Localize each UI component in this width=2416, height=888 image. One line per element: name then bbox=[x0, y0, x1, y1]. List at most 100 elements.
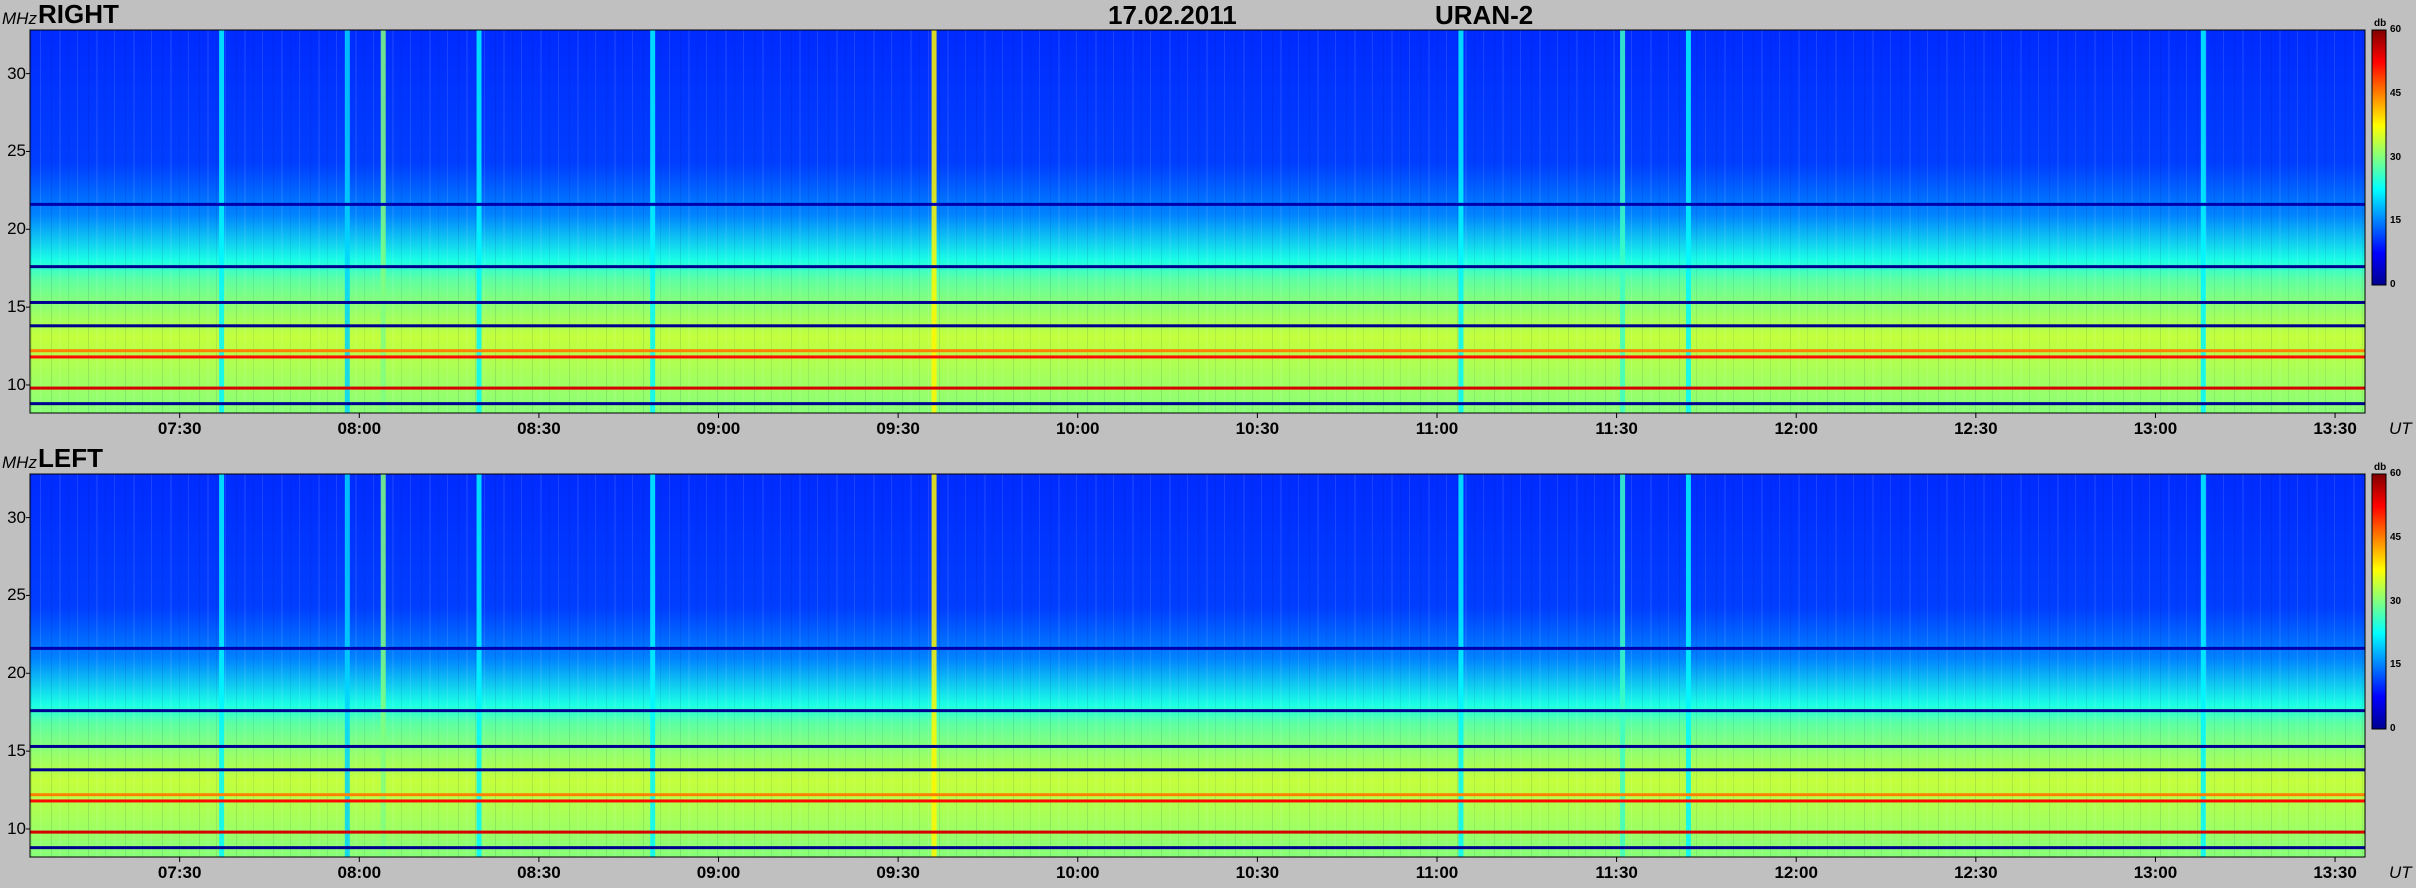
instrument-title: URAN-2 bbox=[1435, 0, 1534, 30]
interference-17_6mhz bbox=[30, 265, 2365, 269]
colorbar-tick-label: 45 bbox=[2390, 87, 2402, 99]
x-tick-label: 13:00 bbox=[2133, 419, 2178, 438]
x-tick-label: 12:30 bbox=[1954, 419, 1998, 438]
colorbar-tick-label: 0 bbox=[2390, 723, 2396, 734]
interference-11_8mhz bbox=[30, 799, 2365, 803]
x-tick-label: 11:30 bbox=[1595, 863, 1638, 882]
x-axis-unit: UT bbox=[2389, 863, 2412, 882]
x-tick-label: 08:00 bbox=[337, 863, 382, 882]
x-tick-label: 11:00 bbox=[1415, 419, 1459, 438]
y-tick-label: 20 bbox=[7, 219, 26, 239]
burst-0936 bbox=[931, 30, 937, 413]
x-axis-unit: UT bbox=[2389, 419, 2412, 438]
y-tick-label: 30 bbox=[7, 507, 26, 527]
colorbar-tick-label: 15 bbox=[2390, 215, 2402, 227]
interference-8_8mhz bbox=[30, 846, 2365, 850]
x-tick-label: 11:00 bbox=[1415, 863, 1459, 882]
interference-15_3mhz bbox=[30, 300, 2365, 304]
burst-1308 bbox=[2200, 30, 2206, 413]
interference-15_3mhz bbox=[30, 744, 2365, 748]
interference-17_6mhz bbox=[30, 709, 2365, 713]
burst-0758 bbox=[344, 474, 350, 857]
x-tick-label: 09:00 bbox=[696, 419, 741, 438]
x-tick-label: 13:30 bbox=[2313, 863, 2357, 882]
colorbar-tick-label: 15 bbox=[2390, 659, 2402, 671]
y-tick-label: 15 bbox=[7, 741, 26, 761]
x-tick-label: 12:00 bbox=[1774, 863, 1818, 882]
colorbar-tick-label: 0 bbox=[2390, 279, 2396, 290]
colorbar-tick-label: 30 bbox=[2390, 151, 2402, 163]
x-tick-label: 13:00 bbox=[2133, 863, 2178, 882]
burst-0936 bbox=[931, 474, 937, 857]
colorbar bbox=[2371, 29, 2387, 286]
burst-0804 bbox=[380, 474, 386, 857]
panel-label-right: RIGHT bbox=[38, 0, 119, 29]
x-tick-label: 10:00 bbox=[1056, 863, 1100, 882]
interference-13_8mhz bbox=[30, 324, 2365, 328]
interference-12_2mhz bbox=[30, 793, 2365, 797]
colorbar-unit: db bbox=[2374, 462, 2387, 473]
y-axis-unit: MHz bbox=[2, 9, 37, 28]
colorbar-tick-label: 45 bbox=[2390, 531, 2402, 543]
plot-frame bbox=[29, 473, 2366, 858]
interference-21_6mhz bbox=[30, 202, 2365, 206]
burst-1131 bbox=[1620, 30, 1626, 413]
burst-0737 bbox=[219, 30, 225, 413]
burst-0849 bbox=[650, 474, 656, 857]
panel-label-left: LEFT bbox=[38, 443, 103, 473]
burst-1142 bbox=[1685, 474, 1691, 857]
y-tick-label: 20 bbox=[7, 663, 26, 683]
burst-1104 bbox=[1458, 30, 1464, 413]
x-tick-label: 08:30 bbox=[517, 419, 561, 438]
burst-0820 bbox=[476, 474, 482, 857]
burst-0804 bbox=[380, 30, 386, 413]
x-tick-label: 12:30 bbox=[1954, 863, 1998, 882]
x-tick-label: 09:30 bbox=[876, 419, 920, 438]
x-tick-label: 11:30 bbox=[1595, 419, 1638, 438]
interference-13_8mhz bbox=[30, 768, 2365, 772]
y-tick-label: 25 bbox=[7, 585, 26, 605]
x-tick-label: 10:30 bbox=[1235, 863, 1280, 882]
x-tick-label: 08:30 bbox=[517, 863, 561, 882]
y-tick-label: 25 bbox=[7, 141, 26, 161]
interference-9_8mhz bbox=[30, 386, 2365, 390]
x-tick-label: 10:00 bbox=[1056, 419, 1100, 438]
x-tick-label: 10:30 bbox=[1235, 419, 1280, 438]
colorbar-tick-label: 60 bbox=[2390, 24, 2402, 35]
plot-frame bbox=[29, 29, 2366, 414]
y-tick-label: 15 bbox=[7, 297, 26, 317]
y-axis-unit: MHz bbox=[2, 453, 37, 472]
x-tick-label: 08:00 bbox=[337, 419, 382, 438]
interference-11_8mhz bbox=[30, 355, 2365, 359]
burst-1308 bbox=[2200, 474, 2206, 857]
spectrogram-texture bbox=[30, 474, 2365, 857]
y-tick-label: 30 bbox=[7, 63, 26, 83]
interference-9_8mhz bbox=[30, 830, 2365, 834]
burst-0758 bbox=[344, 30, 350, 413]
y-tick-label: 10 bbox=[7, 818, 26, 838]
burst-0849 bbox=[650, 30, 656, 413]
colorbar-tick-label: 30 bbox=[2390, 595, 2402, 607]
x-tick-label: 09:00 bbox=[696, 863, 741, 882]
x-tick-label: 07:30 bbox=[157, 419, 202, 438]
burst-0820 bbox=[476, 30, 482, 413]
interference-8_8mhz bbox=[30, 402, 2365, 406]
x-tick-label: 12:00 bbox=[1774, 419, 1818, 438]
interference-12_2mhz bbox=[30, 349, 2365, 353]
y-tick-label: 10 bbox=[7, 374, 26, 394]
colorbar-tick-label: 60 bbox=[2390, 468, 2402, 479]
colorbar bbox=[2371, 473, 2387, 730]
burst-1131 bbox=[1620, 474, 1626, 857]
x-tick-label: 13:30 bbox=[2313, 419, 2357, 438]
date-title: 17.02.2011 bbox=[1108, 0, 1237, 30]
x-tick-label: 07:30 bbox=[157, 863, 202, 882]
spectrogram-texture bbox=[30, 30, 2365, 413]
burst-1104 bbox=[1458, 474, 1464, 857]
colorbar-unit: db bbox=[2374, 18, 2387, 29]
burst-0737 bbox=[219, 474, 225, 857]
burst-1142 bbox=[1685, 30, 1691, 413]
x-tick-label: 09:30 bbox=[876, 863, 920, 882]
